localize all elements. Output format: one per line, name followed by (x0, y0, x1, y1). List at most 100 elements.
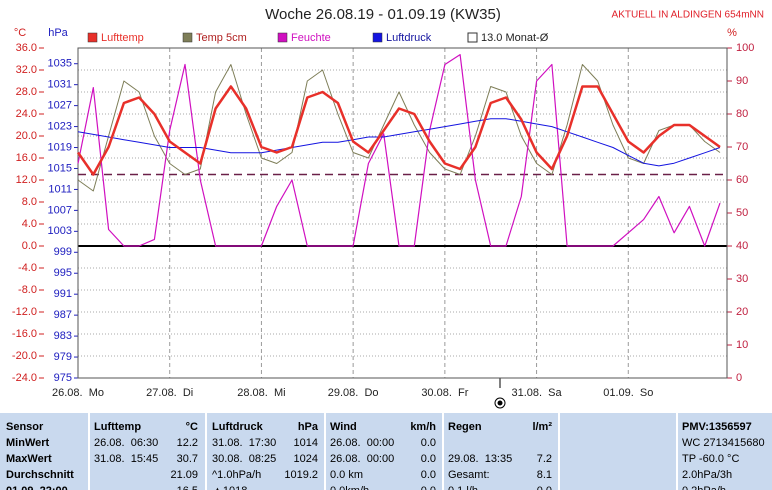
y3-tick-label: 1007 (48, 204, 72, 216)
y3-tick-label: 1031 (48, 79, 72, 91)
x-tick-label: 01.09. So (603, 387, 653, 399)
y3-axis-label: hPa (48, 27, 68, 39)
table-cell: MinWert (6, 437, 50, 449)
table-header: Wind (330, 421, 357, 433)
y3-tick-label: 1003 (48, 225, 72, 237)
table-cell: ▲1018 (212, 485, 247, 490)
table-value: 0.0 (421, 453, 436, 465)
table-cell: 31.08. 15:45 (94, 453, 158, 465)
y-tick-label: 0.0 (22, 240, 37, 252)
table-value: 0.0 (537, 485, 552, 490)
table-value: 30.7 (177, 453, 198, 465)
annotation: AKTUELL IN ALDINGEN 654mNN (612, 10, 764, 21)
y3-tick-label: 995 (54, 267, 72, 279)
table-cell: Durchschnitt (6, 469, 74, 481)
series-line (77, 64, 721, 192)
y2-tick-label: 10 (736, 339, 748, 351)
table-unit: °C (186, 421, 198, 433)
table-header: Lufttemp (94, 421, 141, 433)
y-tick-label: 32.0 (16, 64, 37, 76)
table-cell: 0.0 km (330, 469, 363, 481)
y2-tick-label: 100 (736, 42, 754, 54)
y2-axis-label: % (727, 27, 737, 39)
y-tick-label: 8.0 (22, 196, 37, 208)
y-tick-label: -16.0 (12, 328, 37, 340)
y-tick-label: -24.0 (12, 372, 37, 384)
series-line (77, 54, 721, 247)
table-value: 1024 (294, 453, 318, 465)
table-cell: 26.08. 06:30 (94, 437, 158, 449)
y-axis-label: °C (14, 27, 26, 39)
x-tick-label: 28.08. Mi (237, 387, 285, 399)
table-value: 16.5 (177, 485, 198, 490)
x-tick-label: 27.08. Di (146, 387, 193, 399)
table-cell: 26.08. 00:00 (330, 437, 394, 449)
chart-title: Woche 26.08.19 - 01.09.19 (KW35) (265, 6, 501, 23)
table-value: 1014 (294, 437, 318, 449)
table-value: 7.2 (537, 453, 552, 465)
y-tick-label: 12.0 (16, 174, 37, 186)
y-tick-label: -12.0 (12, 306, 37, 318)
table-unit: hPa (298, 421, 319, 433)
y-tick-label: 36.0 (16, 42, 37, 54)
y3-tick-label: 991 (54, 288, 72, 300)
legend-swatch (372, 32, 383, 43)
table-unit: l/m² (532, 421, 552, 433)
legend-swatch (87, 32, 98, 43)
y-tick-label: 28.0 (16, 86, 37, 98)
y-tick-label: 24.0 (16, 108, 37, 120)
y3-tick-label: 983 (54, 330, 72, 342)
table-header: Sensor (6, 421, 44, 433)
legend-label: Feuchte (291, 32, 331, 44)
x-tick-label: 29.08. Do (328, 387, 379, 399)
table-cell: TP -60.0 °C (682, 453, 739, 465)
table-unit: km/h (410, 421, 436, 433)
table-header: Regen (448, 421, 482, 433)
y3-tick-label: 1027 (48, 100, 72, 112)
table-header: Luftdruck (212, 421, 264, 433)
y3-tick-label: 999 (54, 246, 72, 258)
table-value: 0.0 (421, 469, 436, 481)
y2-tick-label: 90 (736, 75, 748, 87)
table-cell: 2.0hPa/3h (682, 469, 732, 481)
legend-label: 13.0 Monat-Ø (481, 32, 549, 44)
legend-label: Lufttemp (101, 32, 144, 44)
table-cell: 30.08. 08:25 (212, 453, 276, 465)
table-value: 1019.2 (284, 469, 318, 481)
y3-tick-label: 987 (54, 309, 72, 321)
table-cell: ^1.0hPa/h (212, 469, 261, 481)
y2-tick-label: 30 (736, 273, 748, 285)
y-tick-label: 16.0 (16, 152, 37, 164)
plot-frame (77, 47, 728, 379)
y3-tick-label: 975 (54, 372, 72, 384)
scroll-knob-dot (497, 400, 503, 406)
y2-tick-label: 50 (736, 207, 748, 219)
table-value: 21.09 (170, 469, 198, 481)
y2-tick-label: 80 (736, 108, 748, 120)
y2-tick-label: 70 (736, 141, 748, 153)
x-tick-label: 31.08. Sa (511, 387, 562, 399)
y2-tick-label: 40 (736, 240, 748, 252)
y3-tick-label: 1023 (48, 120, 72, 132)
table-cell: 31.08. 17:30 (212, 437, 276, 449)
table-cell: 0.0km/h (330, 485, 369, 490)
x-tick-label: 30.08. Fr (421, 387, 468, 399)
y2-tick-label: 20 (736, 306, 748, 318)
y-tick-label: -20.0 (12, 350, 37, 362)
table-value: 8.1 (537, 469, 552, 481)
y3-tick-label: 1011 (48, 183, 72, 195)
y2-tick-label: 0 (736, 372, 742, 384)
series-line (76, 85, 721, 176)
y2-tick-label: 60 (736, 174, 748, 186)
table-cell: 0.2hPa/h (682, 485, 726, 490)
table-value: 12.2 (177, 437, 198, 449)
legend-swatch (277, 32, 288, 43)
table-cell: 29.08. 13:35 (448, 453, 512, 465)
y3-tick-label: 1019 (48, 141, 72, 153)
legend-swatch (182, 32, 193, 43)
legend-swatch (467, 32, 478, 43)
table-cell: 0.1 l/h (448, 485, 478, 490)
series-line (77, 118, 721, 167)
y-tick-label: 20.0 (16, 130, 37, 142)
table-cell: WC 2713415680 (682, 437, 765, 449)
